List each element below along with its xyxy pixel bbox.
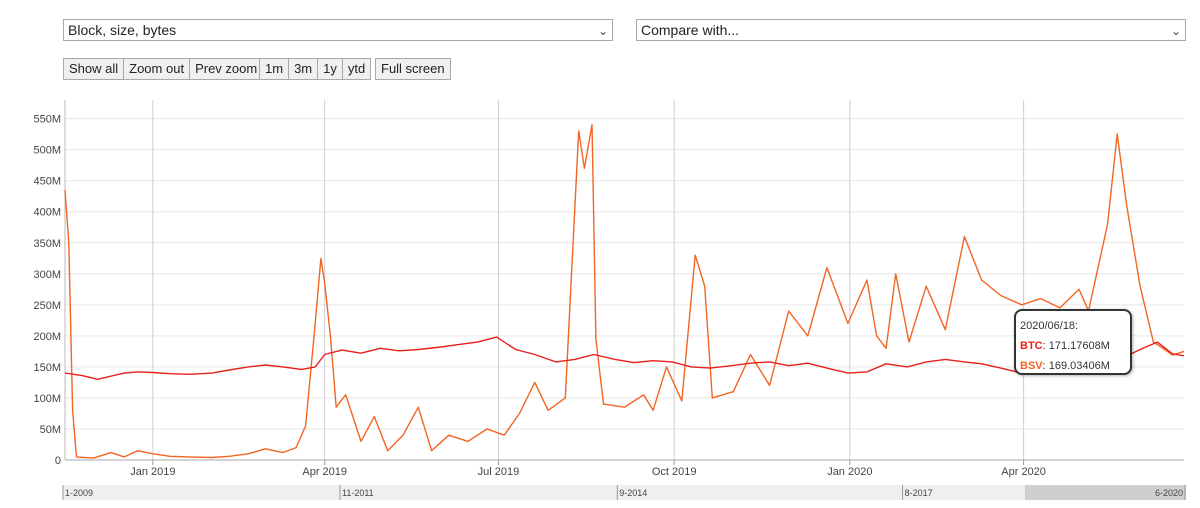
y-tick-label: 400M bbox=[33, 207, 61, 219]
zoom-button-group: Show all Zoom out Prev zoom bbox=[63, 58, 264, 80]
y-tick-label: 450M bbox=[33, 176, 61, 188]
navigator-label: 6-2020 bbox=[1155, 488, 1183, 498]
range-button-group: 1m 3m 1y ytd bbox=[259, 58, 372, 80]
x-tick-label: Jul 2019 bbox=[478, 466, 520, 478]
compare-select[interactable]: Compare with... ⌄ bbox=[636, 19, 1186, 41]
zoom-out-button[interactable]: Zoom out bbox=[124, 59, 191, 79]
metric-select[interactable]: Block, size, bytes ⌄ bbox=[63, 19, 613, 41]
tooltip-row-btc: BTC: 171.17608M bbox=[1020, 340, 1110, 352]
fullscreen-button[interactable]: Full screen bbox=[376, 59, 450, 79]
range-ytd-button[interactable]: ytd bbox=[342, 59, 371, 79]
range-3m-button[interactable]: 3m bbox=[289, 59, 319, 79]
y-tick-label: 150M bbox=[33, 362, 61, 374]
x-axis: Jan 2019 Apr 2019 Jul 2019 Oct 2019 Jan 2020… bbox=[65, 459, 1184, 478]
range-1y-button[interactable]: 1y bbox=[318, 59, 343, 79]
y-tick-label: 300M bbox=[33, 269, 61, 281]
x-tick-label: Apr 2020 bbox=[1001, 466, 1046, 478]
y-tick-label: 0 bbox=[55, 455, 61, 467]
navigator-selection bbox=[1024, 485, 1186, 500]
show-all-button[interactable]: Show all bbox=[64, 59, 125, 79]
navigator[interactable]: 1-2009 11-2011 9-2014 8-2017 6-2020 bbox=[62, 485, 1186, 500]
compare-select-value: Compare with... bbox=[641, 22, 740, 38]
tooltip: 2020/06/18: BTC: 171.17608M BSV: 169.034… bbox=[1014, 309, 1132, 375]
chevron-down-icon: ⌄ bbox=[597, 24, 608, 38]
y-tick-label: 50M bbox=[40, 424, 61, 436]
y-axis: 0 50M 100M 150M 200M 250M 300M 350M 400M 450M 500M… bbox=[33, 100, 66, 467]
y-tick-label: 350M bbox=[33, 238, 61, 250]
tooltip-bsv-value: 169.03406M bbox=[1048, 360, 1110, 372]
navigator-label: 11-2011 bbox=[342, 488, 374, 498]
tooltip-btc-value: 171.17608M bbox=[1048, 340, 1110, 352]
navigator-label: 9-2014 bbox=[619, 488, 647, 498]
metric-select-value: Block, size, bytes bbox=[68, 22, 177, 38]
x-tick-label: Jan 2019 bbox=[130, 466, 175, 478]
x-tick-label: Oct 2019 bbox=[652, 466, 697, 478]
y-tick-label: 100M bbox=[33, 393, 61, 405]
tooltip-btc-name: BTC bbox=[1020, 340, 1043, 352]
series-line-btc bbox=[64, 336, 1185, 380]
y-tick-label: 500M bbox=[33, 145, 61, 157]
chevron-down-icon: ⌄ bbox=[1170, 24, 1181, 38]
x-tick-label: Jan 2020 bbox=[827, 466, 872, 478]
tooltip-date: 2020/06/18: bbox=[1020, 320, 1079, 332]
series-line-bsv bbox=[64, 124, 1185, 459]
y-tick-label: 200M bbox=[33, 331, 61, 343]
fullscreen-button-group: Full screen bbox=[375, 58, 451, 80]
navigator-label: 8-2017 bbox=[905, 488, 933, 498]
prev-zoom-button[interactable]: Prev zoom bbox=[190, 59, 263, 79]
range-1m-button[interactable]: 1m bbox=[260, 59, 290, 79]
y-tick-label: 250M bbox=[33, 300, 61, 312]
series-lines bbox=[64, 124, 1185, 459]
navigator-track bbox=[63, 485, 1186, 500]
y-tick-label: 550M bbox=[33, 114, 61, 126]
tooltip-bsv-name: BSV bbox=[1020, 360, 1043, 372]
navigator-label: 1-2009 bbox=[65, 488, 93, 498]
x-tick-label: Apr 2019 bbox=[302, 466, 347, 478]
grid-lines bbox=[65, 100, 1184, 461]
tooltip-row-bsv: BSV: 169.03406M bbox=[1020, 360, 1110, 372]
